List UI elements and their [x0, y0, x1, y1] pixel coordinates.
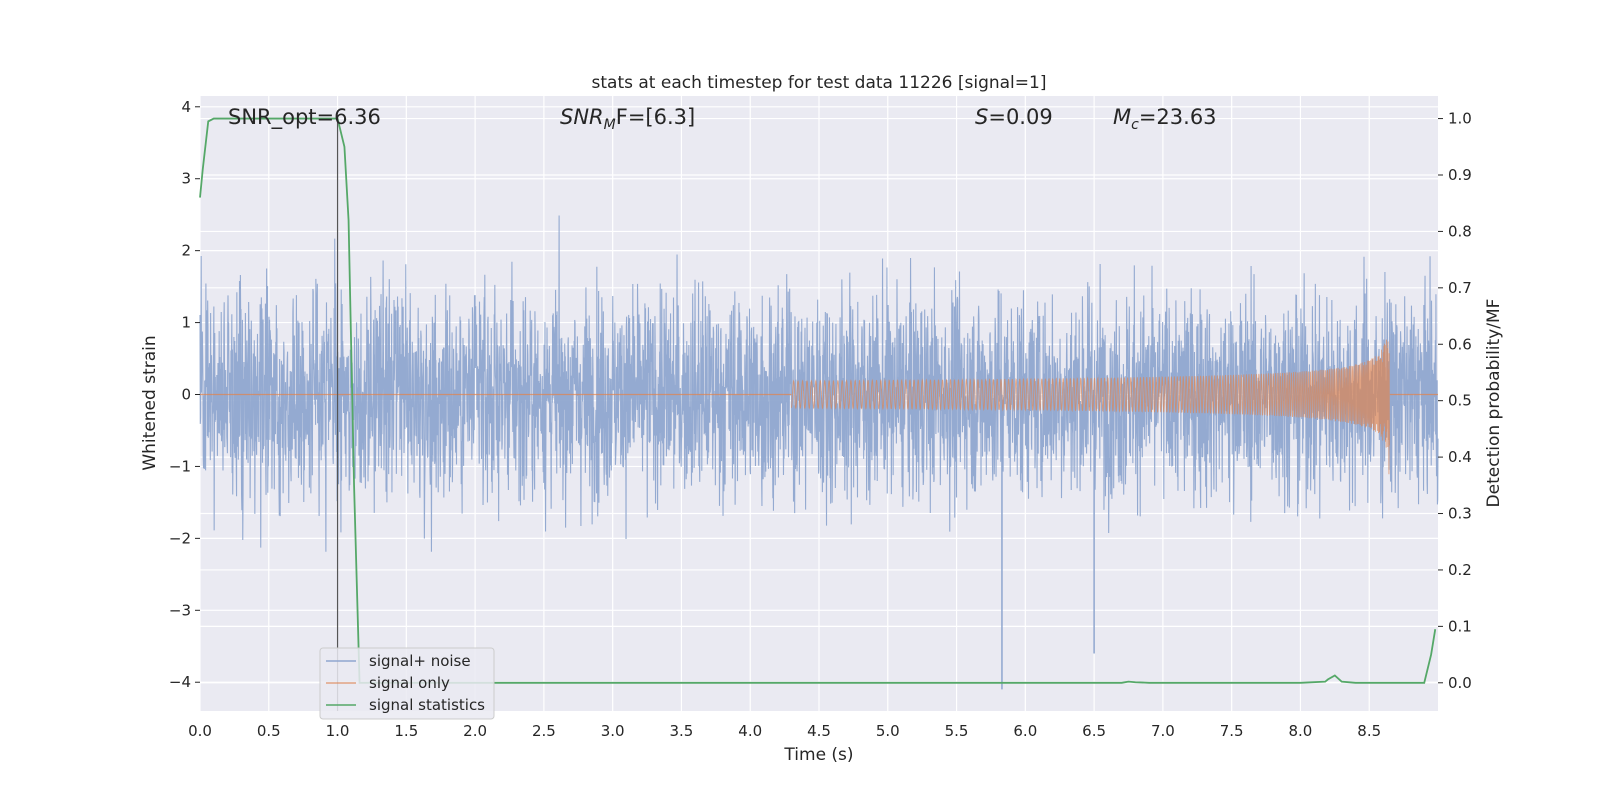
y-tick-label: −2	[169, 529, 191, 547]
annotation-mc-sub: c	[1131, 117, 1139, 133]
x-ticks: 0.0 0.5 1.0 1.5 2.0 2.5 3.0 3.5 4.0 4.5 5.0 5.5 6.0 6…	[188, 722, 1381, 740]
chart-title: stats at each timestep for test data 112…	[592, 73, 1047, 93]
annotation-snr-mf: SNRMF=[6.3]	[560, 105, 695, 133]
annotation-mc-main: M	[1113, 105, 1131, 129]
y2-tick-label: 0.3	[1448, 505, 1472, 523]
x-axis-label: Time (s)	[783, 745, 853, 765]
x-tick-label: 8.0	[1289, 722, 1313, 740]
legend-label-signal-statistics: signal statistics	[369, 696, 485, 714]
y2-tick-label: 0.2	[1448, 561, 1472, 579]
legend: signal+ noise signal only signal statist…	[319, 647, 495, 720]
x-tick-label: 4.0	[738, 722, 762, 740]
y2-tick-label: 0.4	[1448, 448, 1472, 466]
x-tick-label: 2.5	[532, 722, 556, 740]
signal-only-chirp	[791, 339, 1390, 475]
x-tick-label: 5.5	[945, 722, 969, 740]
x-tick-label: 0.0	[188, 722, 212, 740]
y2-tick-label: 1.0	[1448, 110, 1472, 128]
y-tick-label: 1	[181, 314, 191, 332]
x-tick-label: 3.0	[601, 722, 625, 740]
y2-tick-label: 0.5	[1448, 392, 1472, 410]
x-tick-label: 3.5	[670, 722, 694, 740]
x-tick-label: 7.5	[1220, 722, 1244, 740]
y2-tick-label: 0.8	[1448, 222, 1472, 240]
y2-tick-label: 0.9	[1448, 166, 1472, 184]
y-tick-label: −1	[169, 457, 191, 475]
x-tick-label: 4.5	[807, 722, 831, 740]
x-tick-label: 0.5	[257, 722, 281, 740]
y2-ticks: 1.0 0.9 0.8 0.7 0.6 0.5 0.4 0.3 0.2 0.1 0.0	[1438, 110, 1472, 692]
annotation-snr-mf-main: SNR	[560, 105, 604, 129]
x-tick-label: 6.0	[1013, 722, 1037, 740]
y2-tick-label: 0.7	[1448, 279, 1472, 297]
signal-statistics-line	[199, 117, 1437, 684]
y-tick-label: −3	[169, 601, 191, 619]
legend-label-signal-only: signal only	[369, 674, 450, 692]
y-ticks: 4 3 2 1 0 −1 −2 −3 −4	[169, 98, 200, 691]
signal-only-series	[200, 339, 1438, 475]
y2-tick-label: 0.1	[1448, 617, 1472, 635]
legend-label-signal-noise: signal+ noise	[369, 652, 471, 670]
annotation-snr-opt: SNR_opt=6.36	[228, 105, 381, 130]
x-tick-label: 5.0	[876, 722, 900, 740]
y-axis-label: Whitened strain	[140, 335, 160, 470]
signal-statistics-series	[199, 117, 1437, 684]
x-tick-label: 1.5	[394, 722, 418, 740]
legend-box	[319, 647, 495, 720]
annotation-mc-rest: =23.63	[1139, 105, 1217, 129]
annotation-snr-mf-rest: F=[6.3]	[616, 105, 695, 129]
y-tick-label: 4	[181, 98, 191, 116]
x-tick-label: 1.0	[326, 722, 350, 740]
y-tick-label: 2	[181, 242, 191, 260]
y2-tick-label: 0.0	[1448, 674, 1472, 692]
y2-tick-label: 0.6	[1448, 335, 1472, 353]
y-tick-label: −4	[169, 673, 191, 691]
annotation-s-rest: =0.09	[988, 105, 1052, 129]
annotation-s-main: S	[975, 105, 988, 129]
x-tick-label: 6.5	[1082, 722, 1106, 740]
annotation-mc: Mc=23.63	[1113, 105, 1217, 133]
annotation-snr-mf-sub: M	[604, 117, 616, 133]
x-tick-label: 8.5	[1357, 722, 1381, 740]
y-tick-label: 3	[181, 170, 191, 188]
x-tick-label: 2.0	[463, 722, 487, 740]
y-tick-label: 0	[181, 386, 191, 404]
x-tick-label: 7.0	[1151, 722, 1175, 740]
annotation-s: S=0.09	[975, 105, 1053, 129]
y2-axis-label: Detection probability/MF	[1484, 299, 1504, 508]
